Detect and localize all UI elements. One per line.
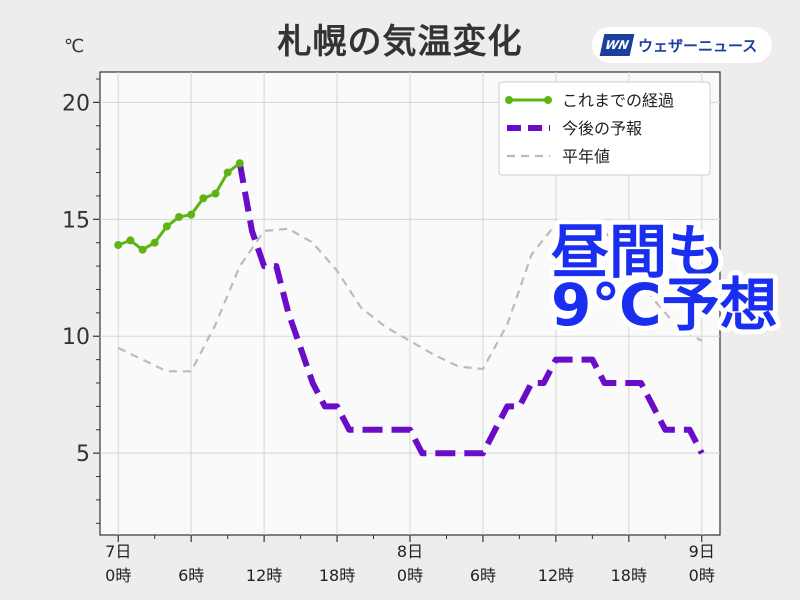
x-tick-day-label: 7日	[105, 542, 131, 561]
legend-box	[498, 81, 711, 176]
x-tick-time-label: 12時	[538, 566, 574, 585]
y-tick-label: 15	[62, 208, 90, 233]
callout-line-2: 9℃予想	[551, 271, 778, 339]
x-tick-time-label: 0時	[397, 566, 423, 585]
legend-entry: 今後の予報	[562, 119, 642, 138]
data-point	[114, 241, 123, 250]
x-tick-time-label: 6時	[470, 566, 496, 585]
weathernews-logo: WN ウェザーニュース	[592, 27, 772, 63]
x-tick-time-label: 0時	[689, 566, 715, 585]
data-point	[162, 222, 171, 231]
y-tick-label: 20	[62, 91, 90, 116]
legend-entry: これまでの経過	[562, 91, 674, 110]
series-line-1	[236, 162, 705, 457]
data-point	[235, 159, 244, 168]
y-tick-label: 10	[62, 325, 90, 350]
x-tick-day-label: 8日	[397, 542, 423, 561]
series-line-2	[117, 218, 703, 373]
logo-text: ウェザーニュース	[638, 36, 758, 55]
x-tick-time-label: 18時	[319, 566, 355, 585]
data-point	[187, 210, 196, 219]
data-point	[223, 168, 232, 177]
x-tick-time-label: 6時	[178, 566, 204, 585]
data-point	[138, 245, 147, 254]
data-point	[175, 212, 184, 221]
data-point	[199, 194, 208, 203]
legend-marker	[544, 96, 552, 104]
x-tick-time-label: 12時	[246, 566, 282, 585]
data-point	[126, 236, 135, 245]
x-tick-day-label: 9日	[689, 542, 715, 561]
data-point	[211, 189, 220, 198]
legend-marker	[505, 96, 513, 104]
x-tick-time-label: 0時	[105, 566, 131, 585]
data-point	[150, 238, 159, 247]
y-tick-label: 5	[76, 442, 90, 467]
legend-entry: 平年値	[562, 147, 610, 166]
callout-line-1: 昼間も	[551, 218, 725, 286]
chart-title: 札幌の気温変化	[277, 22, 523, 62]
y-axis-unit: ℃	[64, 36, 85, 57]
x-tick-time-label: 18時	[611, 566, 647, 585]
